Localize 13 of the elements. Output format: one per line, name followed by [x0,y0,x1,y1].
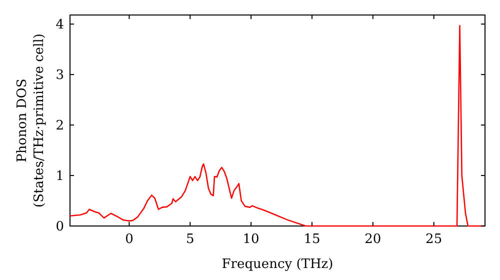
y-tick-label: 1 [56,169,64,184]
x-tick-label: 15 [304,232,320,247]
x-axis-title: Frequency (THz) [222,257,334,272]
y-axis-title: Phonon DOS (States/THz·primitive cell) [15,33,47,208]
y-tick-label: 0 [56,220,64,235]
y-tick-label: 3 [56,68,64,84]
x-tick-label: 20 [364,232,382,247]
x-tick-label: 0 [125,232,134,247]
x-tick-label: 25 [426,232,442,247]
x-tick-label: 10 [242,232,260,247]
y-tick-label: 4 [56,18,64,33]
y-tick-label: 2 [56,118,64,134]
x-tick-label: 5 [186,232,194,247]
